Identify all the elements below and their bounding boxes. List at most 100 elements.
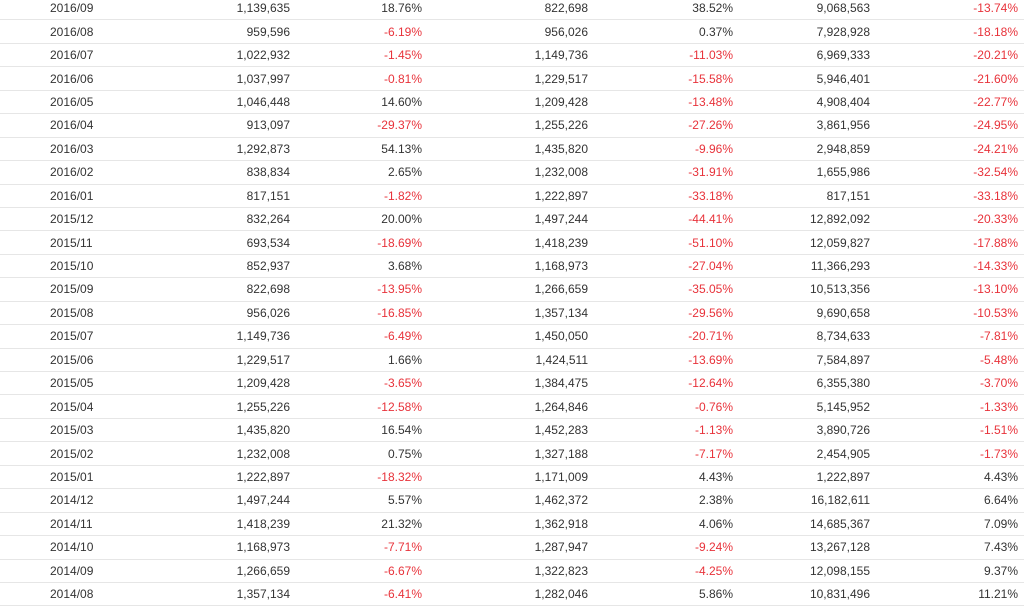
month-cell: 2016/08 [0,19,150,44]
change-a-cell: -0.81% [304,66,434,91]
month-cell: 2014/11 [0,512,150,537]
table-row: 2014/09 1,266,659 -6.67% 1,322,823 -4.25% 12,… [0,559,1024,583]
change-a-cell: 18.76% [304,0,434,21]
value-a-cell: 832,264 [150,207,304,232]
value-a-cell: 956,026 [150,301,304,326]
cumulative-change-cell: -1.51% [884,418,1024,443]
month-cell: 2015/08 [0,301,150,326]
value-b-cell: 1,462,372 [434,488,599,513]
change-b-cell: -20.71% [599,324,744,349]
cumulative-cell: 3,890,726 [744,418,884,443]
cumulative-cell: 1,222,897 [744,465,884,490]
cumulative-cell: 9,068,563 [744,0,884,21]
value-a-cell: 817,151 [150,184,304,208]
change-a-cell: -18.69% [304,230,434,255]
value-b-cell: 1,322,823 [434,559,599,583]
cumulative-change-cell: -20.21% [884,43,1024,68]
change-b-cell: -9.96% [599,137,744,162]
cumulative-change-cell: -24.21% [884,137,1024,162]
value-a-cell: 1,022,932 [150,43,304,68]
value-a-cell: 1,229,517 [150,348,304,373]
cumulative-change-cell: -5.48% [884,348,1024,373]
value-b-cell: 1,255,226 [434,113,599,138]
value-b-cell: 1,452,283 [434,418,599,443]
change-b-cell: -13.48% [599,90,744,115]
month-cell: 2014/09 [0,559,150,583]
value-b-cell: 956,026 [434,19,599,44]
change-a-cell: -1.45% [304,43,434,68]
table-row: 2015/01 1,222,897 -18.32% 1,171,009 4.43% 1,2… [0,465,1024,490]
value-a-cell: 1,357,134 [150,582,304,606]
change-a-cell: 0.75% [304,441,434,466]
change-a-cell: -29.37% [304,113,434,138]
value-b-cell: 1,266,659 [434,277,599,302]
cumulative-cell: 8,734,633 [744,324,884,349]
value-b-cell: 1,171,009 [434,465,599,490]
change-b-cell: -31.91% [599,160,744,185]
cumulative-cell: 12,098,155 [744,559,884,583]
change-a-cell: -18.32% [304,465,434,490]
month-cell: 2015/12 [0,207,150,232]
cumulative-change-cell: -20.33% [884,207,1024,232]
cumulative-cell: 3,861,956 [744,113,884,138]
month-cell: 2016/01 [0,184,150,208]
change-b-cell: -27.26% [599,113,744,138]
cumulative-change-cell: -17.88% [884,230,1024,255]
cumulative-cell: 16,182,611 [744,488,884,513]
value-a-cell: 1,168,973 [150,535,304,560]
change-a-cell: -3.65% [304,371,434,396]
change-a-cell: 16.54% [304,418,434,443]
table-row: 2016/03 1,292,873 54.13% 1,435,820 -9.96% 2,9… [0,137,1024,162]
change-b-cell: -12.64% [599,371,744,396]
month-cell: 2016/06 [0,66,150,91]
value-b-cell: 1,229,517 [434,66,599,91]
value-b-cell: 1,450,050 [434,324,599,349]
table-row: 2015/09 822,698 -13.95% 1,266,659 -35.05% 10,… [0,277,1024,302]
value-a-cell: 1,435,820 [150,418,304,443]
value-b-cell: 1,222,897 [434,184,599,208]
cumulative-change-cell: 6.64% [884,488,1024,513]
cumulative-cell: 6,355,380 [744,371,884,396]
month-cell: 2015/03 [0,418,150,443]
change-a-cell: -6.41% [304,582,434,606]
cumulative-change-cell: -3.70% [884,371,1024,396]
change-a-cell: -6.49% [304,324,434,349]
change-b-cell: -1.13% [599,418,744,443]
cumulative-change-cell: 9.37% [884,559,1024,583]
table-row: 2016/08 959,596 -6.19% 956,026 0.37% 7,928,92… [0,19,1024,44]
change-b-cell: -4.25% [599,559,744,583]
cumulative-cell: 7,584,897 [744,348,884,373]
table-row: 2015/12 832,264 20.00% 1,497,244 -44.41% 12,8… [0,207,1024,232]
value-b-cell: 1,424,511 [434,348,599,373]
cumulative-change-cell: 7.43% [884,535,1024,560]
value-a-cell: 913,097 [150,113,304,138]
change-b-cell: -7.17% [599,441,744,466]
table-row: 2014/10 1,168,973 -7.71% 1,287,947 -9.24% 13,… [0,535,1024,560]
change-b-cell: -35.05% [599,277,744,302]
month-cell: 2015/07 [0,324,150,349]
change-a-cell: -12.58% [304,394,434,419]
change-a-cell: 20.00% [304,207,434,232]
cumulative-change-cell: -32.54% [884,160,1024,185]
month-cell: 2015/04 [0,394,150,419]
value-a-cell: 1,497,244 [150,488,304,513]
value-b-cell: 822,698 [434,0,599,21]
value-a-cell: 1,037,997 [150,66,304,91]
month-cell: 2016/04 [0,113,150,138]
table-row: 2015/11 693,534 -18.69% 1,418,239 -51.10% 12,… [0,230,1024,255]
change-a-cell: 2.65% [304,160,434,185]
month-cell: 2016/02 [0,160,150,185]
table-row: 2014/11 1,418,239 21.32% 1,362,918 4.06% 14,6… [0,512,1024,537]
cumulative-cell: 2,454,905 [744,441,884,466]
value-b-cell: 1,362,918 [434,512,599,537]
change-a-cell: 21.32% [304,512,434,537]
cumulative-cell: 1,655,986 [744,160,884,185]
table-row: 2015/10 852,937 3.68% 1,168,973 -27.04% 11,36… [0,254,1024,279]
table-row: 2015/02 1,232,008 0.75% 1,327,188 -7.17% 2,45… [0,441,1024,466]
value-b-cell: 1,357,134 [434,301,599,326]
cumulative-cell: 817,151 [744,184,884,208]
value-b-cell: 1,282,046 [434,582,599,606]
change-b-cell: 5.86% [599,582,744,606]
value-a-cell: 1,139,635 [150,0,304,21]
